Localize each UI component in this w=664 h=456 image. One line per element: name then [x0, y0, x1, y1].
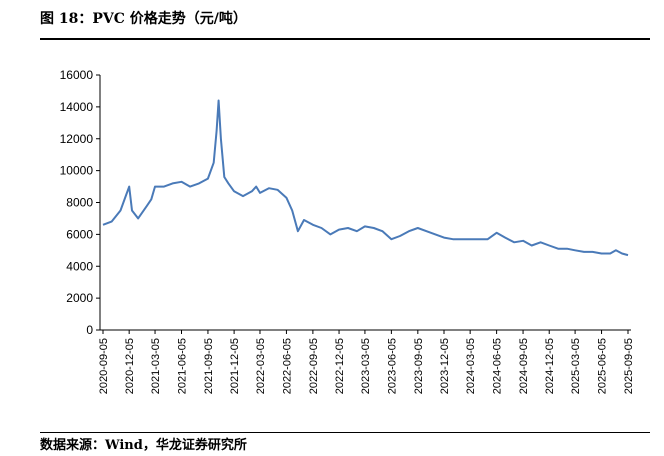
x-tick-label: 2023-12-05: [439, 338, 451, 394]
y-tick-label: 0: [86, 323, 93, 337]
x-tick-label: 2022-06-05: [281, 338, 293, 394]
y-tick-label: 2000: [66, 291, 93, 305]
x-tick-label: 2024-03-05: [465, 338, 477, 394]
x-tick-label: 2021-06-05: [176, 338, 188, 394]
x-tick-label: 2024-09-05: [518, 338, 530, 394]
x-tick-label: 2023-09-05: [413, 338, 425, 394]
x-tick-label: 2020-09-05: [98, 338, 110, 394]
x-tick-label: 2024-12-05: [544, 338, 556, 394]
y-tick-label: 8000: [66, 196, 93, 210]
x-tick-label: 2020-12-05: [124, 338, 136, 394]
bottom-rule: [40, 432, 650, 433]
x-tick-label: 2021-09-05: [203, 338, 215, 394]
x-tick-label: 2025-09-05: [623, 338, 635, 394]
x-tick-label: 2022-03-05: [255, 338, 267, 394]
x-axis: 2020-09-05 2020-12-05 2021-03-05 2021-06-05…: [98, 329, 635, 394]
y-tick-label: 10000: [60, 164, 94, 178]
y-tick-label: 16000: [60, 68, 94, 82]
x-tick-label: 2021-12-05: [229, 338, 241, 394]
x-tick-label: 2024-06-05: [492, 338, 504, 394]
x-tick-label: 2023-06-05: [386, 338, 398, 394]
top-rule: [40, 38, 650, 40]
series-line: [102, 99, 629, 257]
page-title: 图 18：PVC 价格走势（元/吨）: [40, 11, 247, 27]
y-axis: 0 2000 4000 6000 8000 10000 12000 14000 16000: [60, 68, 101, 337]
x-tick-label: 2025-03-05: [570, 338, 582, 394]
x-tick-label: 2025-06-05: [597, 338, 609, 394]
y-tick-label: 14000: [60, 100, 94, 114]
y-tick-label: 4000: [66, 259, 93, 273]
x-tick-label: 2023-03-05: [360, 338, 372, 394]
y-tick-label: 12000: [60, 132, 94, 146]
x-tick-label: 2022-12-05: [334, 338, 346, 394]
y-tick-label: 6000: [66, 227, 93, 241]
source-note: 数据来源：Wind，华龙证券研究所: [40, 438, 247, 453]
x-tick-label: 2021-03-05: [150, 338, 162, 394]
x-tick-label: 2022-09-05: [308, 338, 320, 394]
